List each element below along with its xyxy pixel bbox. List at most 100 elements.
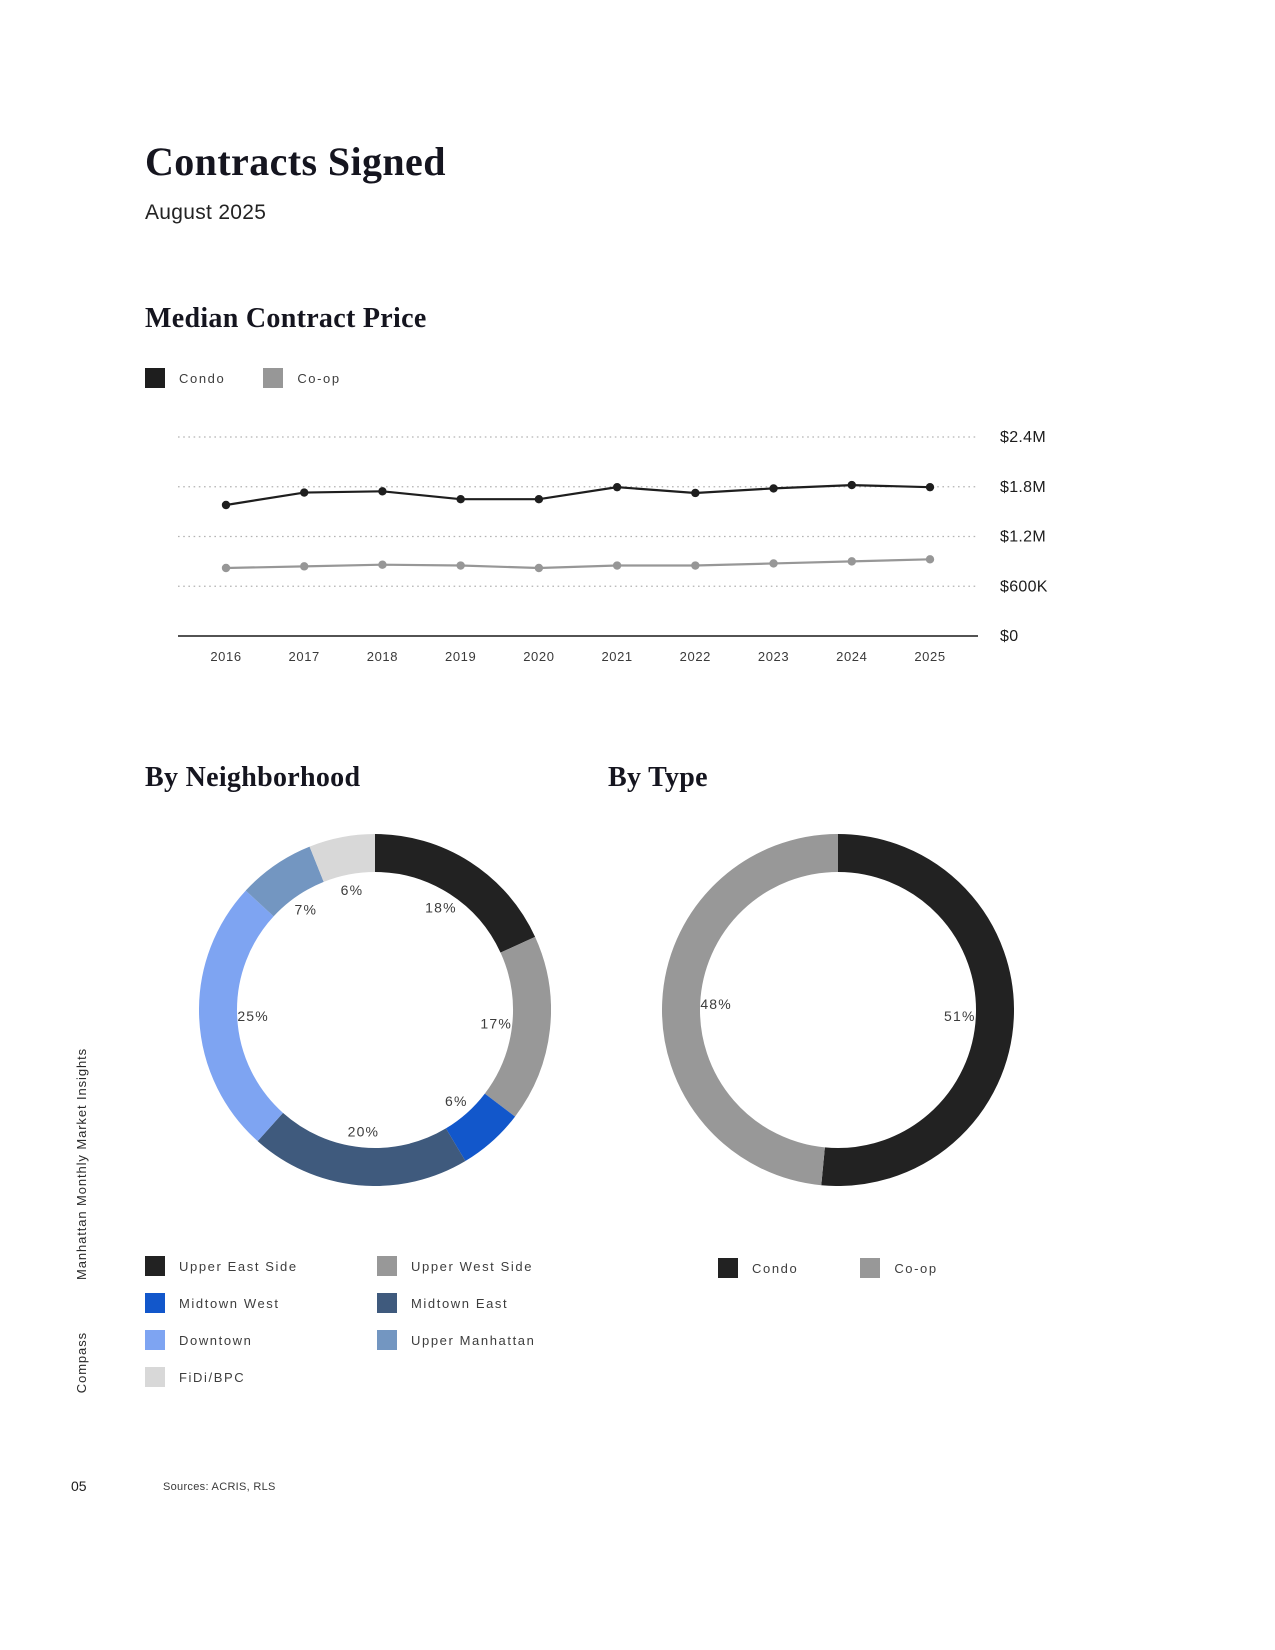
data-point-condo: [769, 484, 778, 493]
legend-label: Midtown East: [411, 1295, 509, 1311]
legend-label: Co-op: [894, 1260, 938, 1276]
data-point-condo: [612, 482, 622, 492]
donut-segment-upper-east-side: [374, 834, 536, 954]
donut-segment-downtown: [199, 890, 284, 1142]
donut-segment-midtown-west: [445, 1093, 516, 1162]
legend-label: Upper West Side: [411, 1258, 534, 1274]
brand-vertical-label: Compass: [74, 1332, 89, 1394]
donut-segment-upper-manhattan: [245, 846, 325, 917]
data-point-condo: [221, 500, 231, 510]
line-chart-title: Median Contract Price: [145, 303, 427, 334]
legend-swatch-upper-east-side: [145, 1256, 165, 1276]
donut-perccenter-label-upper-west-side: 17%: [480, 1016, 512, 1032]
data-point-co-op: [221, 563, 231, 573]
legend-swatch-upper-west-side: [377, 1256, 397, 1276]
legend-label: Upper East Side: [179, 1258, 298, 1274]
donut-segment-fidi-bpc: [309, 834, 376, 883]
page-number: 05: [71, 1478, 87, 1494]
neighborhood-chart-title: By Neighborhood: [145, 762, 361, 793]
legend-label: Midtown West: [179, 1295, 280, 1311]
legend-item-upper-west-side: Upper West Side: [377, 1256, 609, 1276]
legend-label: FiDi/BPC: [179, 1369, 246, 1385]
legend-label: Upper Manhattan: [411, 1332, 536, 1348]
type-legend: Condo Co-op: [718, 1258, 938, 1278]
legend-label: Condo: [752, 1260, 799, 1276]
donut-perccenter-label-upper-east-side: 18%: [425, 899, 457, 915]
y-tick-label: $1.2M: [1000, 529, 1046, 546]
x-tick-label: 2017: [289, 649, 320, 664]
donut-perccenter-label-midtown-west: 6%: [445, 1093, 468, 1109]
legend-swatch-co-op: [263, 368, 284, 388]
neighborhood-donut-chart: 18% 17% 6% 20% 25% 7% 6%: [199, 834, 551, 1186]
donut-segment-midtown-east: [257, 1112, 466, 1186]
data-point-condo: [456, 494, 465, 504]
x-tick-label: 2022: [680, 649, 711, 664]
data-point-co-op: [534, 563, 544, 573]
y-tick-label: $2.4M: [1000, 429, 1046, 446]
report-series-vertical-label: Manhattan Monthly Market Insights: [74, 1048, 89, 1281]
donut-segment-upper-west-side: [484, 936, 551, 1117]
legend-item-upper-manhattan: Upper Manhattan: [377, 1330, 609, 1350]
page-title: Contracts Signed: [145, 139, 446, 184]
legend-item-upper-east-side: Upper East Side: [145, 1256, 377, 1276]
neighborhood-legend: Upper East Side Upper West Side Midtown We…: [145, 1256, 625, 1387]
data-point-co-op: [925, 555, 935, 564]
legend-swatch-condo: [145, 368, 165, 388]
data-point-condo: [847, 480, 856, 490]
data-point-condo: [691, 488, 700, 498]
legend-label: Condo: [179, 370, 226, 386]
legend-item-co-op: Co-op: [263, 368, 340, 388]
x-tick-label: 2025: [914, 649, 945, 664]
data-point-condo: [925, 482, 935, 492]
legend-swatch-upper-manhattan: [377, 1330, 397, 1350]
legend-label: Co-op: [297, 370, 341, 386]
data-point-co-op: [691, 561, 700, 570]
median-price-line-chart: $2.4M $1.8M $1.2M $600K $0 2016 2017 2018 2019 20…: [178, 429, 1048, 664]
legend-item-condo: Condo: [718, 1258, 798, 1278]
x-tick-label: 2020: [523, 649, 554, 664]
y-tick-label: $600K: [1000, 578, 1048, 595]
series-line-co-op: [225, 558, 931, 570]
sources-note: Sources: ACRIS, RLS: [163, 1481, 276, 1493]
x-tick-label: 2023: [758, 649, 789, 664]
page-header: Contracts Signed August 2025: [145, 138, 446, 225]
x-tick-label: 2016: [210, 649, 241, 664]
data-point-co-op: [456, 561, 465, 570]
data-point-co-op: [847, 557, 856, 566]
legend-label: Downtown: [179, 1332, 253, 1348]
y-tick-label: $1.8M: [1000, 479, 1046, 496]
type-donut-chart: 51% 48%: [662, 834, 1014, 1186]
data-point-condo: [300, 488, 309, 497]
donut-perccenter-label-midtown-east: 20%: [348, 1123, 380, 1139]
data-point-co-op: [612, 561, 622, 570]
type-chart-title: By Type: [608, 762, 708, 793]
donut-perccenter-label-downtown: 25%: [237, 1008, 269, 1024]
legend-item-downtown: Downtown: [145, 1330, 377, 1350]
data-point-co-op: [378, 560, 387, 569]
y-tick-label: $0: [1000, 628, 1018, 645]
donut-perccenter-label-co-op: 48%: [700, 996, 732, 1012]
legend-item-midtown-west: Midtown West: [145, 1293, 377, 1313]
data-point-co-op: [300, 562, 309, 571]
data-point-condo: [378, 487, 387, 496]
donut-perccenter-label-condo: 51%: [944, 1008, 976, 1024]
legend-item-fidi-bpc: FiDi/BPC: [145, 1367, 377, 1387]
series-line-condo: [225, 483, 931, 507]
legend-swatch-condo: [718, 1258, 738, 1278]
x-tick-label: 2021: [601, 649, 632, 664]
line-chart-legend: Condo Co-op: [145, 368, 341, 388]
x-tick-label: 2018: [367, 649, 398, 664]
legend-item-midtown-east: Midtown East: [377, 1293, 609, 1313]
x-tick-label: 2024: [836, 649, 867, 664]
donut-segment-condo: [821, 834, 1014, 1186]
x-tick-label: 2019: [445, 649, 476, 664]
legend-swatch-midtown-west: [145, 1293, 165, 1313]
legend-item-condo: Condo: [145, 368, 225, 388]
page-subtitle: August 2025: [145, 201, 267, 224]
legend-swatch-midtown-east: [377, 1293, 397, 1313]
data-point-co-op: [769, 559, 778, 568]
legend-swatch-downtown: [145, 1330, 165, 1350]
legend-swatch-co-op: [860, 1258, 881, 1278]
data-point-condo: [534, 494, 544, 504]
